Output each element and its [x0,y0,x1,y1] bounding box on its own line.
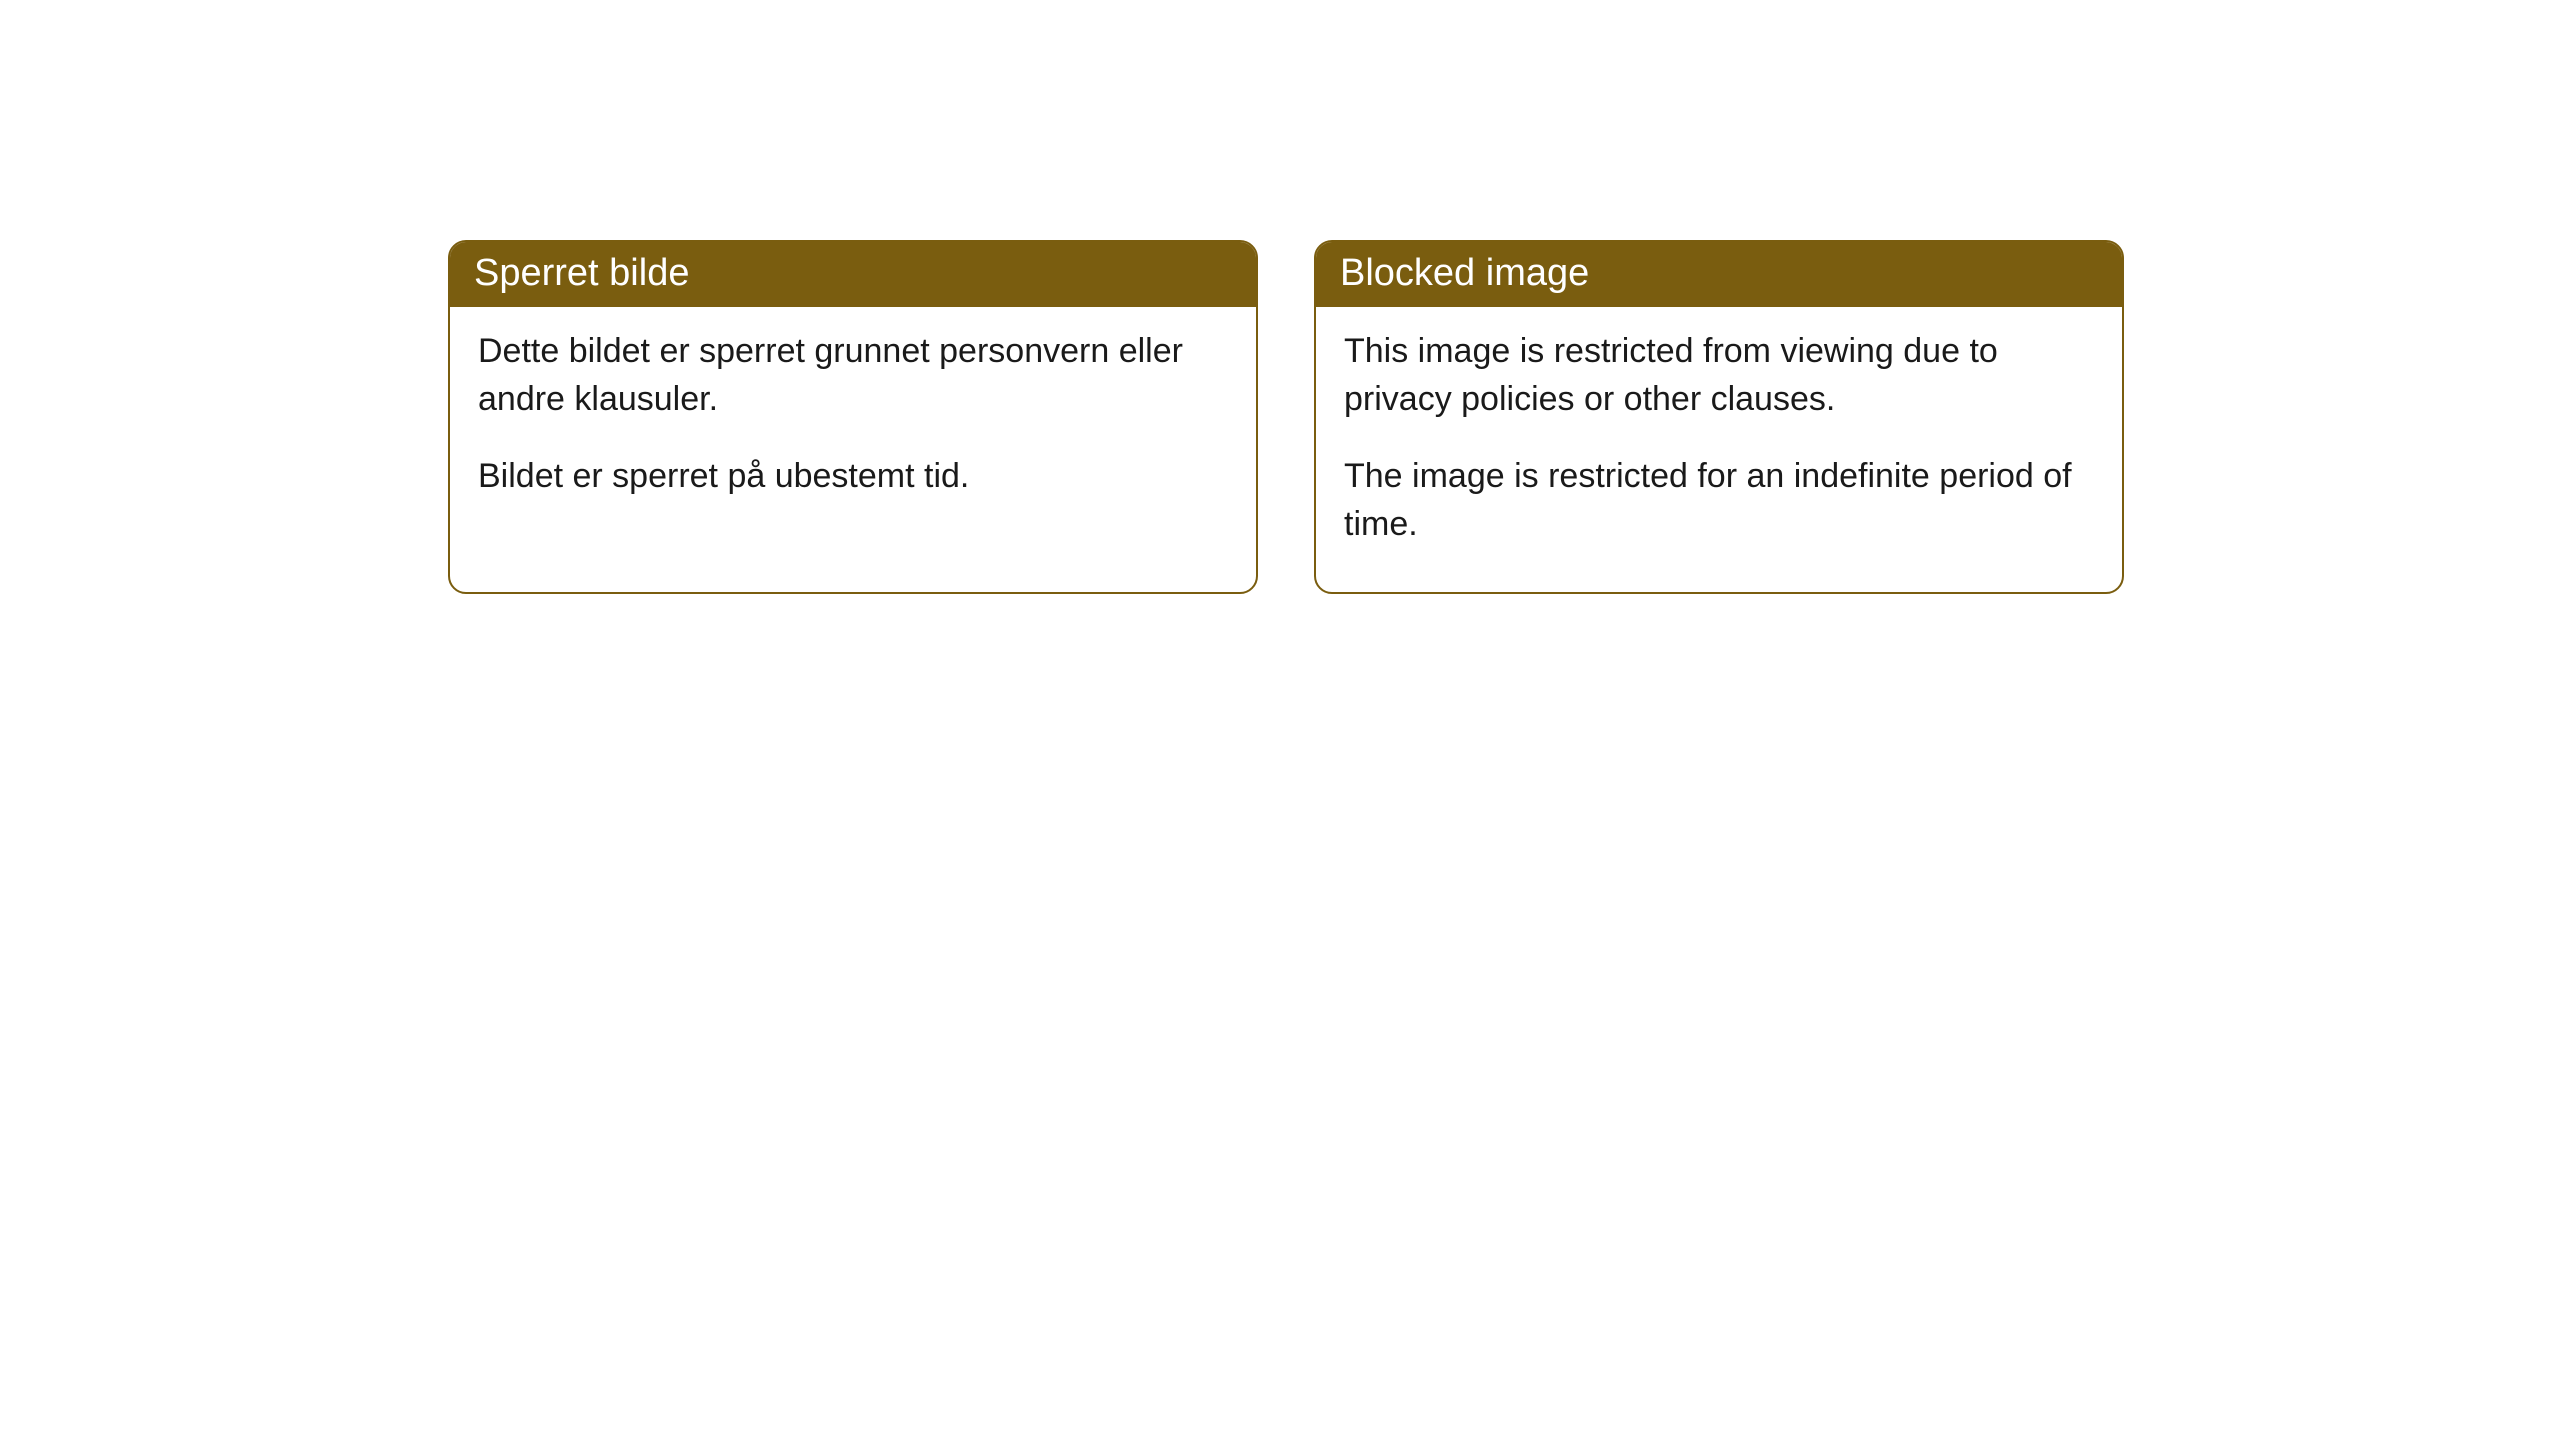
card-header: Sperret bilde [450,242,1256,307]
card-body: This image is restricted from viewing du… [1316,307,2122,592]
card-paragraph: The image is restricted for an indefinit… [1344,452,2094,549]
card-header: Blocked image [1316,242,2122,307]
card-body: Dette bildet er sperret grunnet personve… [450,307,1256,544]
card-paragraph: Dette bildet er sperret grunnet personve… [478,327,1228,424]
card-paragraph: This image is restricted from viewing du… [1344,327,2094,424]
blocked-image-card-en: Blocked image This image is restricted f… [1314,240,2124,594]
blocked-image-card-no: Sperret bilde Dette bildet er sperret gr… [448,240,1258,594]
notice-cards-container: Sperret bilde Dette bildet er sperret gr… [0,0,2560,594]
card-paragraph: Bildet er sperret på ubestemt tid. [478,452,1228,500]
